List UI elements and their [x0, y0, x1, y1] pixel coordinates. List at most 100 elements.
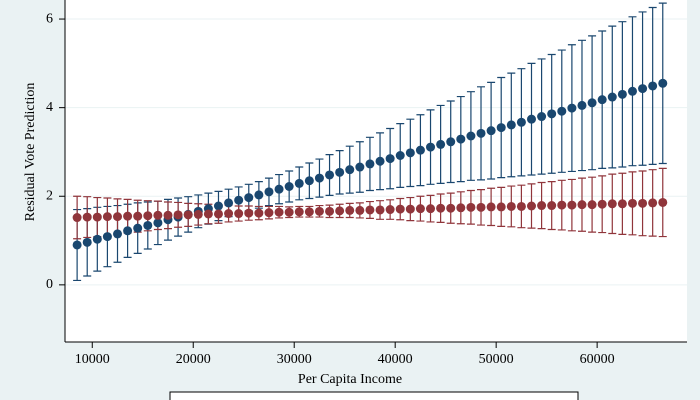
marker [365, 205, 375, 215]
marker [254, 190, 264, 200]
marker [607, 92, 617, 102]
marker [527, 201, 536, 211]
marker [183, 210, 193, 220]
marker [143, 220, 153, 230]
marker [446, 137, 456, 147]
marker [577, 200, 587, 210]
x-axis-title: Per Capita Income [298, 372, 402, 387]
marker [82, 212, 92, 222]
marker [587, 98, 597, 108]
marker [415, 145, 425, 155]
marker [395, 204, 405, 214]
marker [466, 131, 476, 141]
marker [133, 211, 143, 221]
marker [365, 159, 375, 169]
marker [617, 199, 627, 209]
marker [335, 167, 345, 177]
y-tick-label: 2 [46, 188, 53, 203]
marker [375, 156, 385, 166]
marker [304, 176, 314, 186]
marker [345, 205, 355, 215]
y-axis-title: Residual Vote Prediction [23, 83, 38, 222]
marker [597, 199, 607, 209]
marker [294, 178, 304, 188]
marker [648, 198, 658, 208]
marker [627, 198, 637, 208]
marker [456, 203, 466, 213]
marker [123, 211, 133, 221]
marker [557, 200, 567, 210]
marker [274, 184, 284, 194]
marker [597, 95, 607, 105]
marker [244, 193, 254, 203]
marker [345, 165, 355, 175]
x-tick-label: 20000 [176, 352, 211, 367]
marker [436, 203, 446, 213]
marker [203, 209, 213, 219]
marker [638, 198, 648, 208]
marker [516, 201, 526, 211]
marker [325, 206, 335, 216]
marker [153, 218, 163, 228]
marker [254, 208, 264, 218]
marker [113, 229, 123, 239]
marker [476, 202, 486, 212]
marker [456, 134, 466, 144]
marker [92, 234, 102, 244]
marker [436, 139, 446, 149]
marker [426, 204, 436, 214]
marker [506, 201, 516, 211]
legend-box [169, 391, 579, 400]
marker [123, 226, 133, 236]
marker [325, 170, 335, 180]
marker [113, 212, 123, 222]
marker [486, 202, 496, 212]
marker [294, 207, 304, 217]
marker [234, 195, 244, 205]
marker [385, 154, 395, 164]
marker [587, 200, 597, 210]
marker [72, 213, 82, 223]
marker [466, 202, 476, 212]
marker [133, 223, 143, 233]
marker [567, 200, 577, 210]
marker [648, 81, 658, 91]
marker [335, 206, 345, 216]
marker [355, 205, 365, 215]
marker [213, 201, 223, 211]
marker [547, 109, 557, 119]
marker [658, 197, 668, 207]
marker [213, 209, 223, 219]
marker [284, 182, 294, 192]
marker [173, 210, 183, 220]
marker [577, 100, 587, 110]
marker [537, 112, 547, 122]
marker [224, 209, 234, 219]
marker [638, 84, 648, 94]
marker [244, 208, 254, 218]
marker [153, 210, 163, 220]
marker [527, 114, 536, 124]
marker [375, 205, 385, 215]
x-tick-label: 30000 [277, 352, 312, 367]
y-tick-label: 4 [46, 100, 53, 115]
x-tick-label: 40000 [378, 352, 413, 367]
marker [506, 120, 516, 130]
x-tick-label: 50000 [479, 352, 514, 367]
marker [405, 148, 415, 158]
marker [274, 207, 284, 217]
marker [102, 212, 112, 222]
marker [446, 203, 456, 213]
marker [385, 205, 395, 215]
x-tick-label: 10000 [75, 352, 110, 367]
x-tick-label: 60000 [580, 352, 615, 367]
marker [72, 240, 82, 250]
marker [314, 173, 324, 183]
marker [486, 126, 496, 136]
marker [567, 103, 577, 113]
marker [143, 211, 153, 221]
marker [314, 206, 324, 216]
marker [557, 106, 567, 116]
plot-area [65, 0, 687, 342]
